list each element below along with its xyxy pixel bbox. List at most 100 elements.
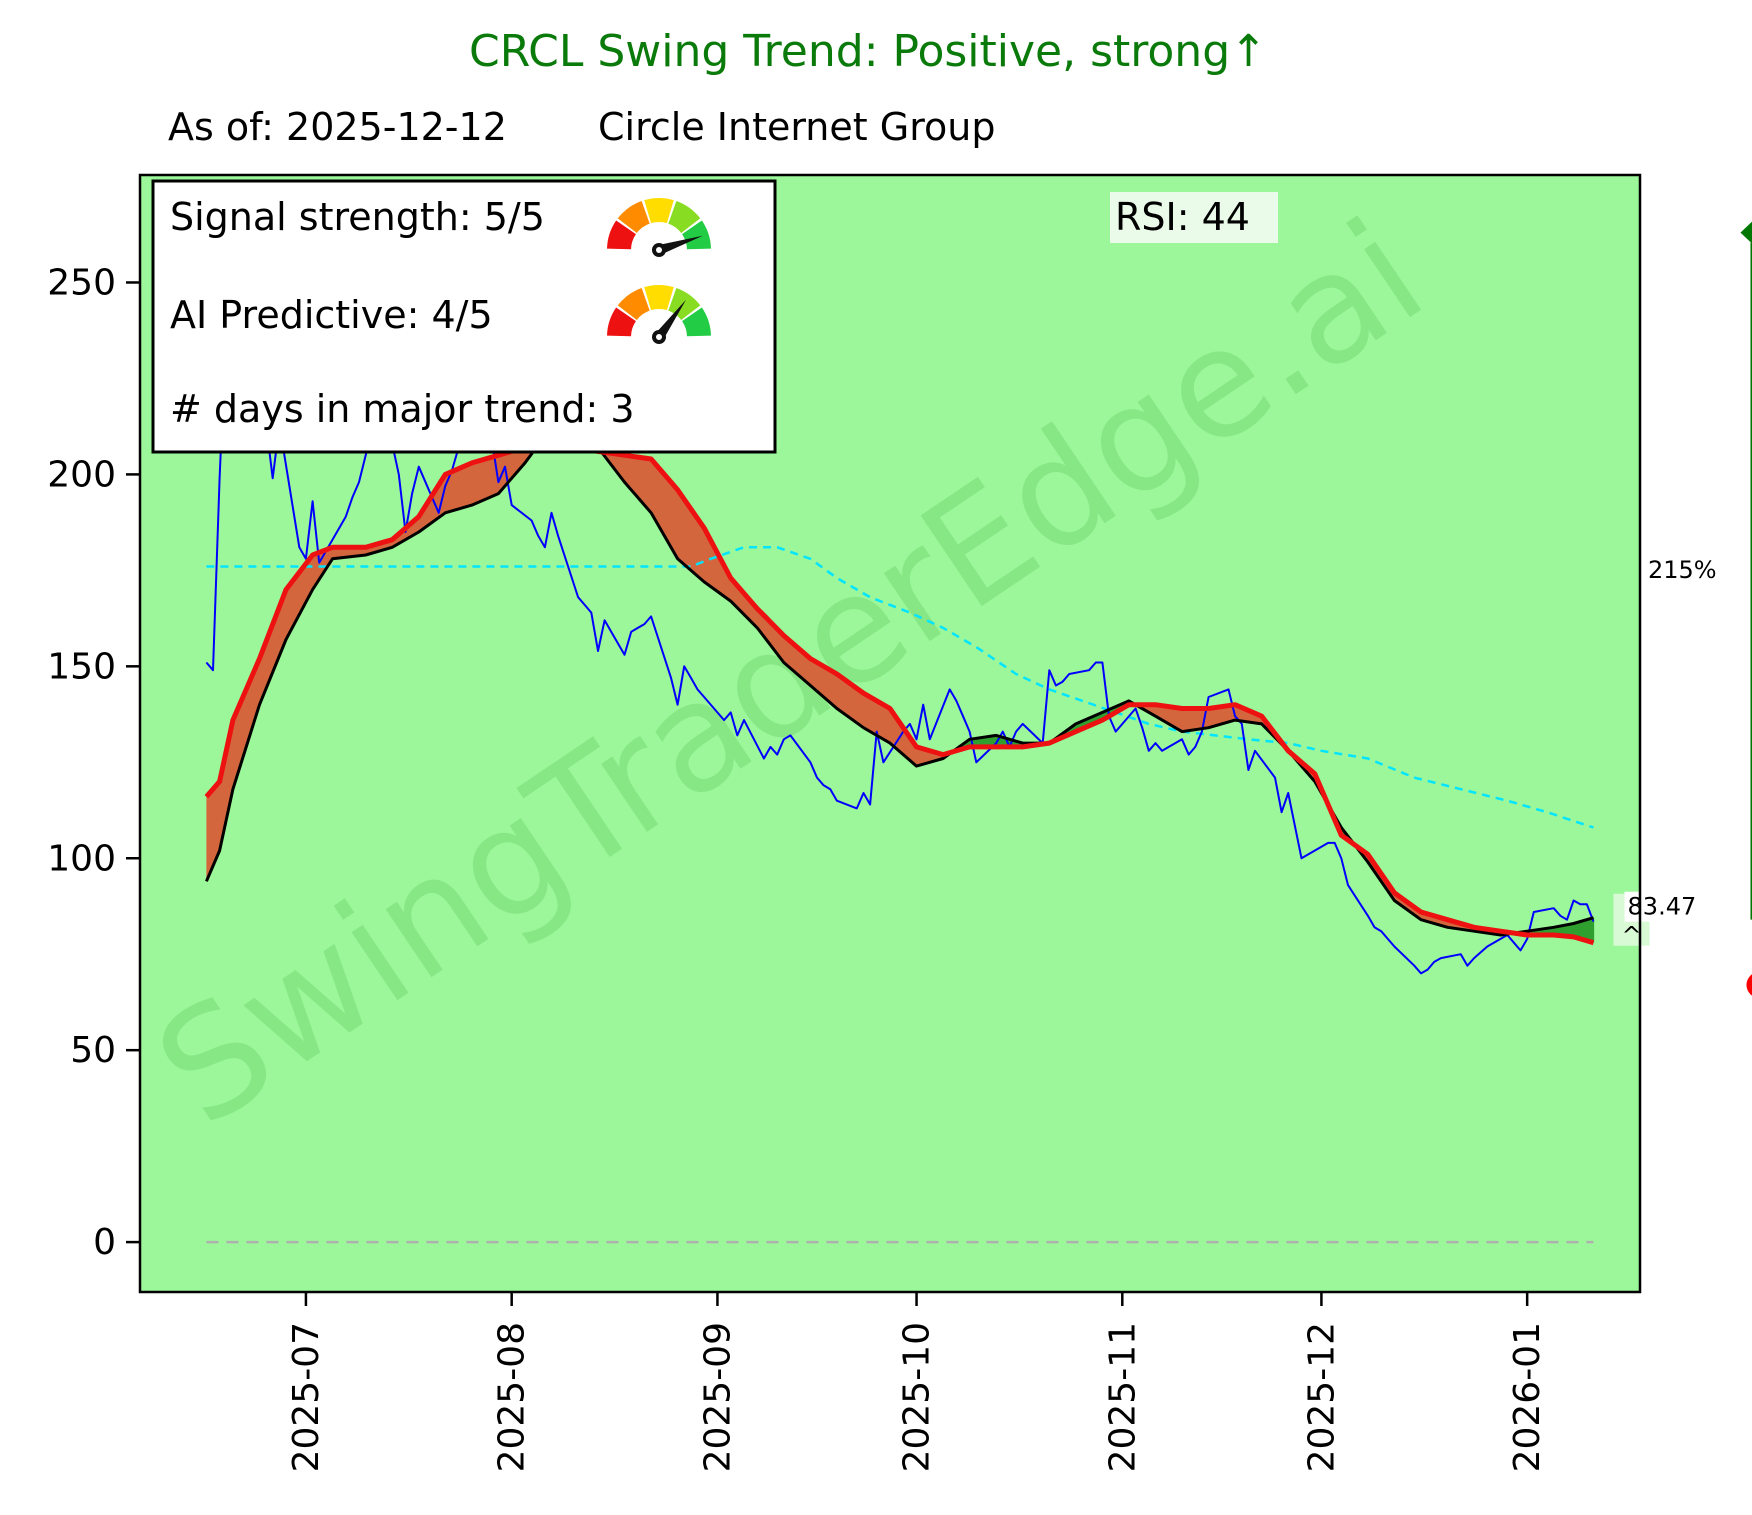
ma-band-segment (790, 641, 798, 675)
y-tick-label: 0 (93, 1222, 116, 1263)
ma-band-segment (830, 670, 838, 709)
ma-band-segment (816, 662, 825, 698)
ma-band-segment (1188, 708, 1196, 731)
ma-band-segment (319, 549, 327, 580)
ma-band-segment (1586, 917, 1595, 943)
ma-band-segment (783, 635, 792, 669)
ma-band-segment (471, 460, 480, 506)
ma-band-segment (1168, 706, 1176, 728)
y-tick-label: 150 (47, 646, 116, 687)
ma-band-segment (339, 547, 347, 559)
target-diamond (1740, 221, 1752, 244)
x-tick-label: 2025-09 (697, 1322, 738, 1472)
series-layer (204, 235, 1595, 1244)
ma-band-segment (465, 462, 473, 508)
ma-band-segment (883, 704, 891, 744)
ma-band-segment (213, 781, 221, 866)
ma-band-segment (664, 474, 672, 548)
ma-band-segment (1215, 706, 1223, 726)
days-in-trend-label: # days in major trend: 3 (170, 387, 635, 431)
ma-band-segment (332, 547, 340, 559)
ma-band-segment (803, 652, 811, 686)
ma-band-segment (870, 697, 878, 736)
company-name: Circle Internet Group (598, 105, 995, 149)
ma-band-segment (657, 466, 665, 536)
plot-frame (138, 173, 1642, 1294)
ma-band-segment (1573, 921, 1581, 939)
slow-average-line (204, 441, 1595, 946)
ma-band-segment (982, 736, 991, 747)
y-tick-label: 50 (70, 1030, 116, 1071)
ma-band-segment (836, 674, 845, 714)
x-tick-label: 2026-01 (1507, 1322, 1548, 1472)
ma-band-segment (458, 465, 466, 509)
ma-band-segment (1175, 707, 1183, 732)
ma-band-segment (850, 683, 858, 723)
x-tick-label: 2025-07 (286, 1322, 327, 1472)
ma-band-segment (843, 678, 851, 719)
y-tick-label: 100 (47, 838, 116, 879)
axes-layer: 0 50 100 150 200 250 2025-07 2025-08 2025-09 2025… (47, 262, 1548, 1472)
ma-band-segment (1162, 705, 1170, 724)
ma-band-segment (670, 482, 679, 559)
ma-band-segment (724, 565, 732, 602)
target-percent-label: 215% (1648, 556, 1717, 584)
ma-band-segment (206, 789, 214, 882)
ma-band-segment (876, 700, 884, 740)
signal-strength-label: Signal strength: 5/5 (170, 195, 545, 239)
gauge-segment (644, 285, 674, 311)
last-price-label: 83.47 (1628, 893, 1697, 921)
ma-band-segment (684, 499, 692, 571)
gauge-hub-center (656, 334, 662, 340)
ma-band-segment (1182, 708, 1190, 732)
gauge-segment (607, 220, 636, 250)
ma-band-segment (823, 666, 831, 703)
x-tick-label: 2025-10 (897, 1322, 938, 1472)
ma-band-segment (631, 456, 639, 498)
x-tick-label: 2025-08 (492, 1322, 533, 1472)
fast-average-line (205, 434, 1594, 937)
ma-band-segment (286, 580, 294, 640)
ma-band-segment (797, 647, 805, 680)
price-line (205, 235, 1595, 975)
ma-band-segment (916, 746, 924, 767)
ma-band-segment (690, 508, 699, 577)
ma-band-segment (1195, 708, 1203, 730)
ma-band-segment (451, 468, 460, 511)
stop-dot (1746, 974, 1752, 996)
ma-band-segment (292, 572, 300, 627)
ma-band-segment (856, 688, 865, 728)
rsi-label: RSI: 44 (1115, 195, 1250, 239)
as-of-date: As of: 2025-12-12 (168, 105, 507, 149)
chart-title: CRCL Swing Trend: Positive, strong↑ (469, 26, 1267, 77)
last-price-marker: ^ (1622, 922, 1642, 950)
gauge-segment (668, 200, 701, 233)
ai-gauge-icon (607, 285, 711, 344)
y-tick-label: 250 (47, 262, 116, 303)
ai-predictive-label: AI Predictive: 4/5 (170, 293, 493, 337)
gauge-segment (617, 287, 650, 320)
ma-band-segment (810, 658, 818, 692)
ma-band-segment (624, 455, 632, 490)
ma-band-segment (863, 693, 871, 732)
ma-band-segment (491, 455, 500, 497)
ma-band-segment (1580, 919, 1588, 941)
ma-band-segment (644, 458, 652, 513)
ma-band-segment (611, 453, 619, 474)
gauge-segment (607, 307, 636, 337)
gauge-segment (617, 200, 650, 233)
gauge-needle (657, 235, 703, 255)
ma-band-segment (1208, 707, 1216, 728)
gauge-segment (682, 220, 711, 250)
gauge-segment (682, 307, 711, 337)
ma-band-segment (677, 489, 685, 565)
ma-band-segment (651, 459, 659, 525)
ma-band-segment (425, 495, 433, 528)
gauge-segment (644, 198, 674, 224)
ma-band-segment (637, 457, 646, 506)
y-tick-label: 200 (47, 454, 116, 495)
x-tick-label: 2025-12 (1301, 1322, 1342, 1472)
x-tick-label: 2025-11 (1102, 1322, 1143, 1472)
